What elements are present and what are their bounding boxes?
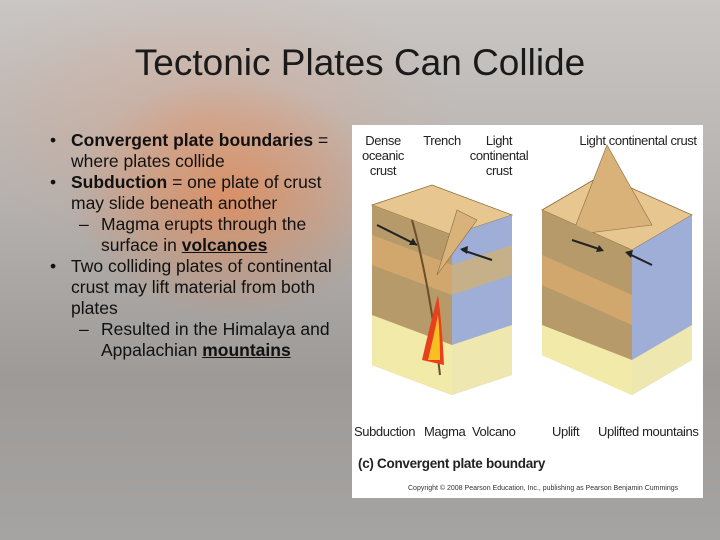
bullet-marker: – (79, 214, 89, 234)
bullet-text: Subduction (71, 172, 168, 192)
slide-title: Tectonic Plates Can Collide (134, 42, 586, 83)
figure-label: Magma (424, 424, 466, 439)
figure: Dense oceanic crust Trench Light contine… (352, 125, 703, 498)
bullet-marker: • (50, 130, 57, 150)
bullet-text: Two colliding plates of continental crus… (71, 256, 332, 318)
bullet-item: – Resulted in the Himalaya and Appalachia… (79, 319, 350, 361)
figure-label: Uplift (552, 424, 580, 439)
bullet-marker: • (50, 172, 57, 192)
bullet-text: Magma erupts through the surface in (101, 214, 307, 255)
figure-label: Trench (423, 133, 461, 148)
bullet-item: • Subduction = one plate of crust may sli… (50, 172, 350, 214)
figure-label: Uplifted mountains (598, 424, 699, 439)
figure-label: Volcano (472, 424, 516, 439)
bullet-text: Resulted in the Himalaya and Appalachian (101, 319, 330, 360)
bullet-text: = where plates collide (71, 130, 329, 171)
block-diagrams (370, 144, 693, 395)
bullet-text: Convergent plate boundaries (71, 130, 314, 150)
bullet-item: – Magma erupts through the surface in vol… (79, 214, 350, 256)
figure-label: Dense oceanic crust (361, 133, 404, 178)
figure-label: Light continental crust (579, 133, 697, 148)
bullet-text: volcanoes (181, 235, 268, 255)
bullet-marker: – (79, 319, 89, 339)
figure-label: Subduction (354, 424, 416, 439)
bullet-list: • Convergent plate boundaries = where pla… (50, 130, 350, 361)
bullet-text: mountains (202, 340, 291, 360)
figure-label: Light continental crust (469, 133, 529, 178)
bullet-item: • Convergent plate boundaries = where pla… (50, 130, 350, 172)
figure-caption: (c) Convergent plate boundary (358, 456, 546, 471)
bullet-marker: • (50, 256, 57, 276)
bullet-item: • Two colliding plates of continental cru… (50, 256, 350, 319)
copyright: Copyright © 2008 Pearson Education, Inc.… (408, 485, 679, 492)
bullet-text: = one plate of crust may slide beneath a… (71, 172, 322, 213)
